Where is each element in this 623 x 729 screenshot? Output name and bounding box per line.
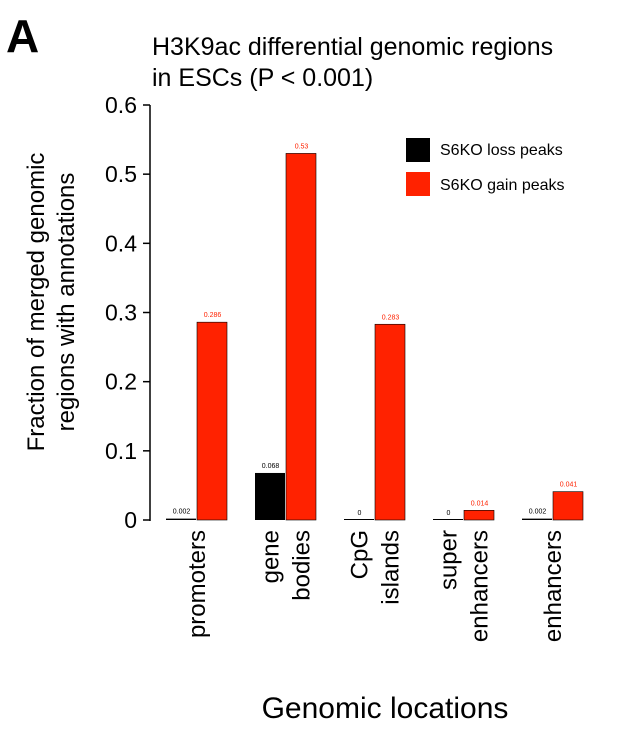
- bar-gain: [374, 323, 406, 521]
- legend-swatch-gain: [406, 172, 430, 196]
- chart-title-line-1: H3K9ac differential genomic regions: [152, 33, 553, 61]
- y-tick-label: 0.3: [105, 300, 137, 326]
- bars: [166, 153, 584, 521]
- x-category-label: promoters: [184, 530, 211, 638]
- bar-loss: [166, 518, 196, 520]
- value-label-loss: 0.002: [529, 509, 547, 516]
- x-category-label: gene: [258, 530, 285, 583]
- legend: S6KO loss peaks S6KO gain peaks: [406, 138, 565, 196]
- x-category-label: islands: [378, 530, 405, 605]
- x-category-label: super: [436, 530, 463, 590]
- y-axis-ticks: 0 0.1 0.2 0.3 0.4 0.5 0.6: [105, 92, 150, 533]
- y-axis-title-line-1: Fraction of merged genomic: [23, 153, 50, 452]
- bar-gain: [552, 491, 584, 521]
- x-axis-title: Genomic locations: [262, 692, 509, 725]
- value-label-loss: 0.068: [262, 463, 280, 470]
- bar-loss: [344, 519, 374, 520]
- bar-value-labels: 0.002 0.286 0.068 0.53 0 0.283 0 0.014 0.002 0.04…: [173, 143, 578, 517]
- x-category-label: enhancers: [467, 530, 494, 642]
- x-category-label: enhancers: [540, 530, 567, 642]
- y-tick-label: 0.5: [105, 161, 137, 187]
- bar-gain: [463, 510, 495, 521]
- panel-label: A: [6, 10, 39, 62]
- y-tick-label: 0.2: [105, 369, 137, 395]
- value-label-gain: 0.041: [560, 482, 578, 489]
- bar-loss: [522, 518, 552, 520]
- x-axis-category-labels: promoters gene bodies CpG islands super enhanc…: [184, 530, 567, 642]
- bar-loss: [255, 472, 285, 520]
- value-label-gain: 0.283: [382, 314, 400, 321]
- value-label-gain: 0.53: [295, 143, 309, 150]
- legend-label-loss: S6KO loss peaks: [440, 142, 563, 159]
- y-tick-label: 0.4: [105, 230, 137, 256]
- y-tick-label: 0.1: [105, 438, 137, 464]
- value-label-loss: 0: [358, 510, 362, 517]
- legend-label-gain: S6KO gain peaks: [440, 177, 565, 194]
- bar-gain: [285, 153, 317, 521]
- value-label-gain: 0.286: [204, 312, 222, 319]
- bar-gain: [196, 321, 228, 521]
- y-tick-label: 0.6: [105, 92, 137, 118]
- y-tick-label: 0: [124, 507, 137, 533]
- x-category-label: bodies: [289, 530, 316, 601]
- legend-swatch-loss: [406, 138, 430, 162]
- value-label-loss: 0.002: [173, 509, 191, 516]
- x-category-label: CpG: [347, 530, 374, 579]
- y-axis-title-line-2: regions with annotations: [53, 173, 80, 432]
- bar-loss: [433, 519, 463, 520]
- value-label-gain: 0.014: [471, 500, 489, 507]
- y-axis-title: Fraction of merged genomic regions with …: [23, 153, 80, 452]
- value-label-loss: 0: [447, 510, 451, 517]
- chart-title-line-2: in ESCs (P < 0.001): [152, 64, 373, 92]
